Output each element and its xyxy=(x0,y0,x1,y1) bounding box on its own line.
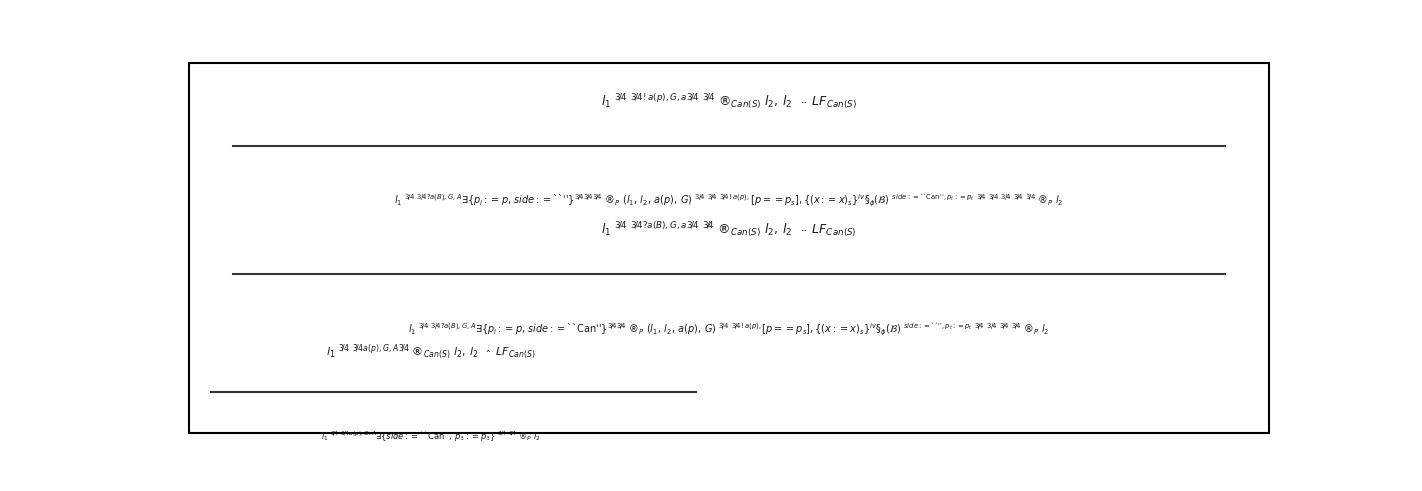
Text: $l_1\ ^{3\!/\!4}\ ^{3\!/\!4}{}^{a(p),G,A}\exists\{side{:=}\text{``Can''},\,p_3{:: $l_1\ ^{3\!/\!4}\ ^{3\!/\!4}{}^{a(p),G,A… xyxy=(321,430,542,444)
Text: $l_1\ ^{3\!/\!4}\ ^{3\!/\!4}{}^{?a(B),G,a}{}^{3\!/\!4}\ ^{3\!/\!4}\ \circledR_{C: $l_1\ ^{3\!/\!4}\ ^{3\!/\!4}{}^{?a(B),G,… xyxy=(602,221,856,241)
Text: $l_1\ ^{3\!/\!4}\ ^{3\!/\!4}{}^{?a(B),G,A}\exists\{p_i{:=}p,\,side{:=}\text{``'': $l_1\ ^{3\!/\!4}\ ^{3\!/\!4}{}^{?a(B),G,… xyxy=(394,191,1064,208)
Text: $l_1\ ^{3\!/\!4}\ ^{3\!/\!4}{}^{a(p),G,A}{}^{3\!/\!4}\ \circledR_{Can(S)}\ l_2,\: $l_1\ ^{3\!/\!4}\ ^{3\!/\!4}{}^{a(p),G,A… xyxy=(327,342,536,361)
Text: $l_1\ ^{3\!/\!4}\ ^{3\!/\!4}{}^{!a(p),G,a}{}^{3\!/\!4}\ ^{3\!/\!4}\ \circledR_{C: $l_1\ ^{3\!/\!4}\ ^{3\!/\!4}{}^{!a(p),G,… xyxy=(602,92,856,112)
Text: $l_1\ ^{3\!/\!4}\ ^{3\!/\!4}{}^{?a(B),G,A}\exists\{p_i{:=}p,\,side{:=}\text{``Ca: $l_1\ ^{3\!/\!4}\ ^{3\!/\!4}{}^{?a(B),G,… xyxy=(408,320,1049,337)
